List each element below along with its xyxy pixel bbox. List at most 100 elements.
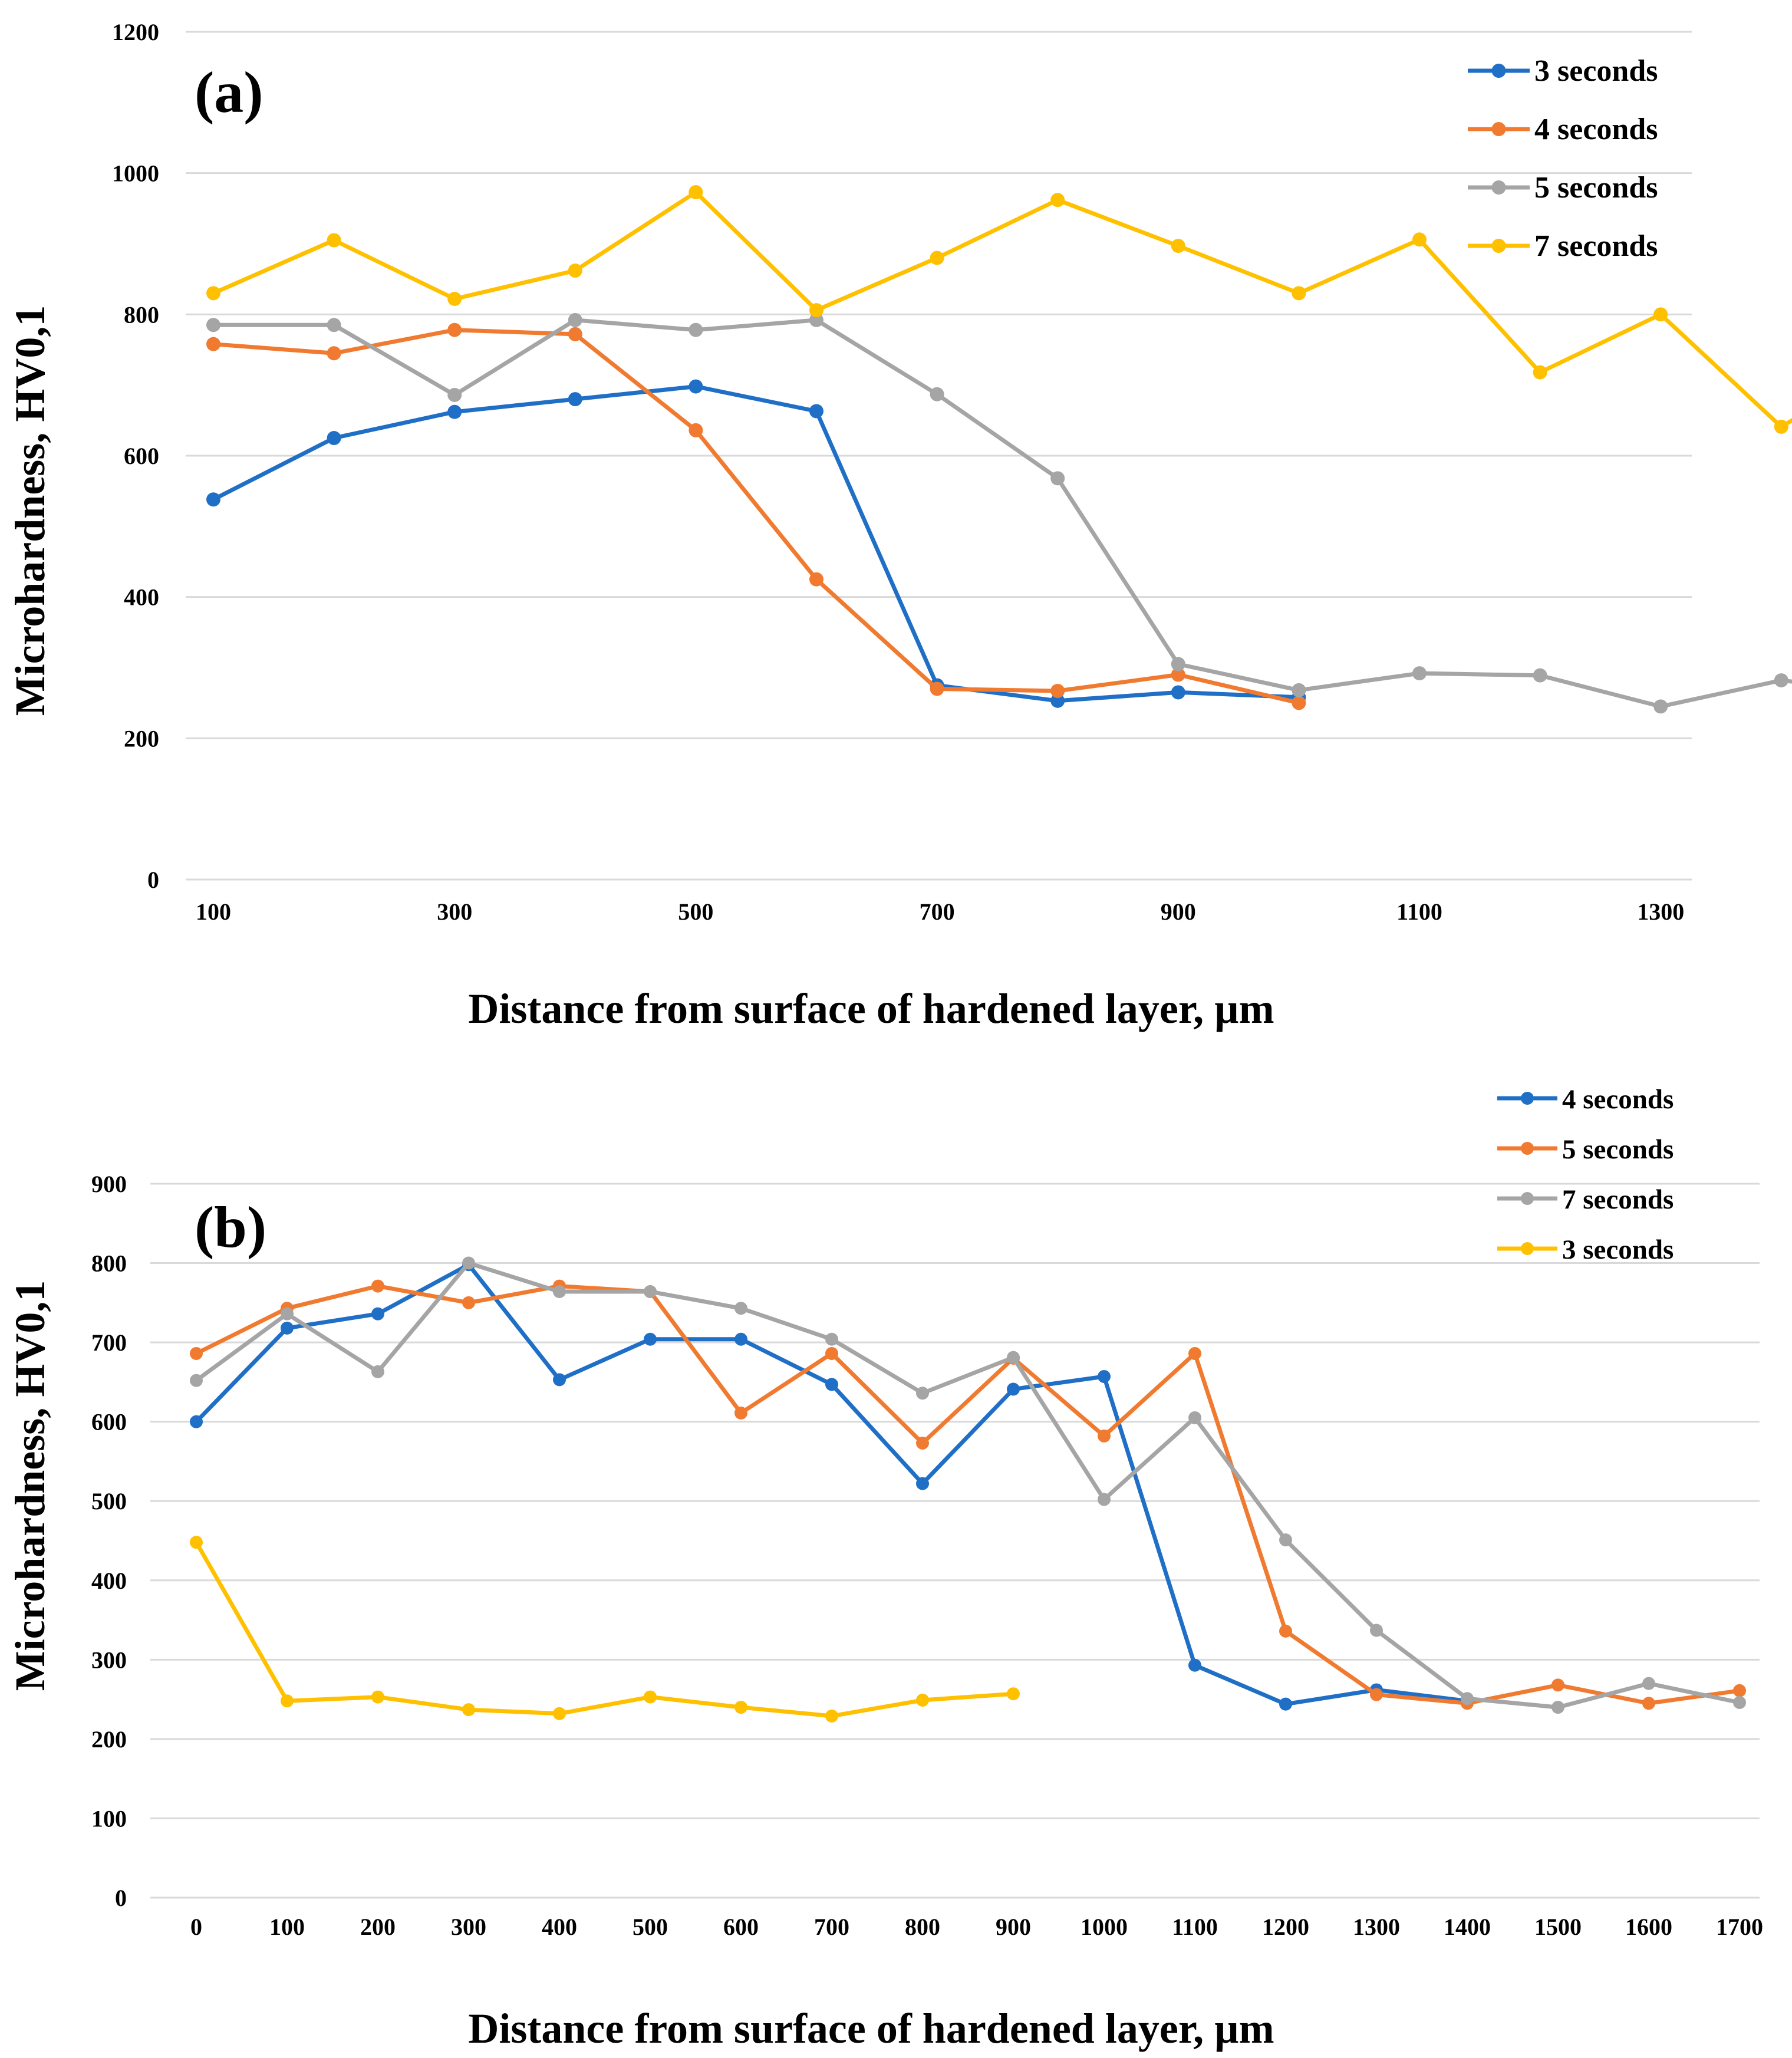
point-a-5-seconds-2 bbox=[447, 387, 462, 402]
series-line-b-3-seconds bbox=[194, 1541, 1014, 1718]
series-line-b-5-seconds bbox=[195, 1284, 1740, 1705]
point-b-5-seconds-3 bbox=[462, 1296, 475, 1309]
point-b-7-seconds-8 bbox=[916, 1387, 929, 1400]
point-b-3-seconds-5 bbox=[644, 1690, 657, 1704]
point-a-7-seconds-7 bbox=[1050, 193, 1065, 208]
point-b-3-seconds-9 bbox=[1007, 1687, 1020, 1701]
point-b-3-seconds-3 bbox=[462, 1703, 475, 1717]
x-tick-b-15: 1500 bbox=[1534, 1914, 1582, 1940]
x-tick-b-17: 1700 bbox=[1716, 1914, 1763, 1940]
point-b-4-seconds-8 bbox=[916, 1477, 929, 1490]
point-a-7-seconds-5 bbox=[809, 303, 823, 318]
x-tick-a-6: 1300 bbox=[1637, 898, 1684, 925]
point-a-4-seconds-5 bbox=[809, 572, 823, 587]
point-a-5-seconds-0 bbox=[206, 318, 220, 332]
y-tick-b-0: 0 bbox=[115, 1885, 127, 1911]
x-tick-b-4: 400 bbox=[542, 1914, 577, 1940]
point-a-5-seconds-5 bbox=[809, 312, 823, 327]
point-a-4-seconds-0 bbox=[206, 337, 220, 351]
point-b-4-seconds-7 bbox=[825, 1378, 838, 1391]
point-b-3-seconds-8 bbox=[916, 1693, 929, 1707]
x-tick-b-11: 1100 bbox=[1172, 1914, 1218, 1940]
legend-label-a-7-seconds: 7 seconds bbox=[1534, 229, 1658, 263]
point-a-4-seconds-7 bbox=[1050, 684, 1065, 699]
legend-label-b-3-seconds: 3 seconds bbox=[1562, 1234, 1674, 1265]
y-tick-b-7: 700 bbox=[91, 1329, 127, 1356]
point-a-4-seconds-4 bbox=[689, 423, 703, 437]
point-a-4-seconds-8 bbox=[1171, 667, 1185, 682]
point-b-3-seconds-7 bbox=[825, 1709, 838, 1723]
x-tick-b-10: 1000 bbox=[1081, 1914, 1128, 1940]
legend-label-b-4-seconds: 4 seconds bbox=[1562, 1084, 1674, 1115]
legend-marker-b-3-seconds bbox=[1521, 1242, 1534, 1255]
panel-b: 0 100 200 300 400 500 600 700 800 900 0 100 200 300 40… bbox=[6, 1084, 1763, 2052]
x-tick-a-4: 900 bbox=[1161, 898, 1196, 925]
point-b-5-seconds-6 bbox=[734, 1406, 747, 1420]
point-a-3-seconds-7 bbox=[1050, 693, 1065, 708]
y-tick-b-3: 300 bbox=[91, 1647, 127, 1673]
point-b-7-seconds-11 bbox=[1188, 1411, 1201, 1424]
series-line-a-3-seconds bbox=[212, 384, 1299, 703]
point-b-7-seconds-13 bbox=[1370, 1624, 1383, 1637]
y-tick-b-2: 200 bbox=[91, 1726, 127, 1753]
point-a-5-seconds-9 bbox=[1292, 683, 1306, 697]
x-tick-b-14: 1400 bbox=[1444, 1914, 1491, 1940]
point-b-5-seconds-12 bbox=[1279, 1624, 1292, 1638]
point-a-7-seconds-9 bbox=[1292, 286, 1306, 301]
point-a-7-seconds-2 bbox=[447, 291, 462, 306]
x-tick-b-1: 100 bbox=[269, 1914, 305, 1940]
point-b-5-seconds-11 bbox=[1188, 1346, 1201, 1360]
y-axis-title-a: Microhardness, HV0,1 bbox=[6, 305, 54, 716]
point-a-5-seconds-7 bbox=[1050, 471, 1065, 486]
point-b-4-seconds-12 bbox=[1279, 1697, 1292, 1711]
series-line-a-5-seconds bbox=[213, 318, 1792, 709]
legend-label-b-7-seconds: 7 seconds bbox=[1562, 1184, 1674, 1215]
point-b-4-seconds-10 bbox=[1098, 1369, 1111, 1383]
y-tick-a-6: 1200 bbox=[112, 19, 159, 45]
x-tick-b-8: 800 bbox=[905, 1914, 940, 1940]
legend-label-a-5-seconds: 5 seconds bbox=[1534, 171, 1658, 205]
y-tick-b-6: 600 bbox=[91, 1409, 127, 1435]
point-b-3-seconds-6 bbox=[734, 1701, 747, 1714]
y-tick-a-3: 600 bbox=[124, 443, 159, 469]
point-b-5-seconds-0 bbox=[190, 1346, 203, 1360]
point-a-7-seconds-8 bbox=[1171, 239, 1185, 253]
point-a-7-seconds-6 bbox=[930, 251, 944, 265]
legend-label-a-4-seconds: 4 seconds bbox=[1534, 113, 1658, 146]
point-b-5-seconds-7 bbox=[825, 1346, 838, 1360]
y-tick-b-5: 500 bbox=[91, 1488, 127, 1514]
point-a-7-seconds-11 bbox=[1533, 365, 1547, 380]
point-a-5-seconds-12 bbox=[1653, 699, 1668, 714]
x-tick-a-3: 700 bbox=[920, 898, 955, 925]
point-a-5-seconds-6 bbox=[930, 387, 944, 401]
point-b-3-seconds-2 bbox=[371, 1690, 384, 1704]
point-a-3-seconds-5 bbox=[809, 404, 823, 419]
point-a-5-seconds-10 bbox=[1412, 666, 1427, 681]
point-b-7-seconds-2 bbox=[371, 1365, 384, 1378]
point-b-7-seconds-17 bbox=[1733, 1695, 1746, 1709]
legend-marker-b-4-seconds bbox=[1521, 1092, 1534, 1105]
x-tick-b-7: 700 bbox=[814, 1914, 849, 1940]
point-b-7-seconds-7 bbox=[825, 1332, 838, 1346]
x-tick-a-0: 100 bbox=[196, 898, 231, 925]
point-a-5-seconds-13 bbox=[1774, 673, 1788, 688]
point-a-7-seconds-10 bbox=[1412, 232, 1427, 247]
point-a-7-seconds-12 bbox=[1653, 307, 1668, 322]
point-a-3-seconds-8 bbox=[1171, 685, 1185, 700]
y-tick-b-4: 400 bbox=[91, 1568, 127, 1594]
point-b-4-seconds-4 bbox=[553, 1373, 566, 1387]
point-b-4-seconds-1 bbox=[281, 1321, 294, 1335]
point-b-7-seconds-4 bbox=[553, 1285, 566, 1298]
x-tick-b-9: 900 bbox=[996, 1914, 1031, 1940]
y-tick-a-1: 200 bbox=[124, 725, 159, 752]
point-b-4-seconds-9 bbox=[1007, 1382, 1020, 1396]
legend-marker-a-5-seconds bbox=[1491, 180, 1506, 195]
point-b-7-seconds-0 bbox=[190, 1374, 203, 1387]
point-a-3-seconds-0 bbox=[206, 492, 220, 507]
point-b-5-seconds-10 bbox=[1098, 1429, 1111, 1443]
point-b-7-seconds-9 bbox=[1007, 1351, 1020, 1364]
x-axis-title-b: Distance from surface of hardened layer,… bbox=[468, 2005, 1274, 2052]
x-tick-b-5: 500 bbox=[633, 1914, 668, 1940]
series-line-b-4-seconds bbox=[195, 1262, 1468, 1707]
